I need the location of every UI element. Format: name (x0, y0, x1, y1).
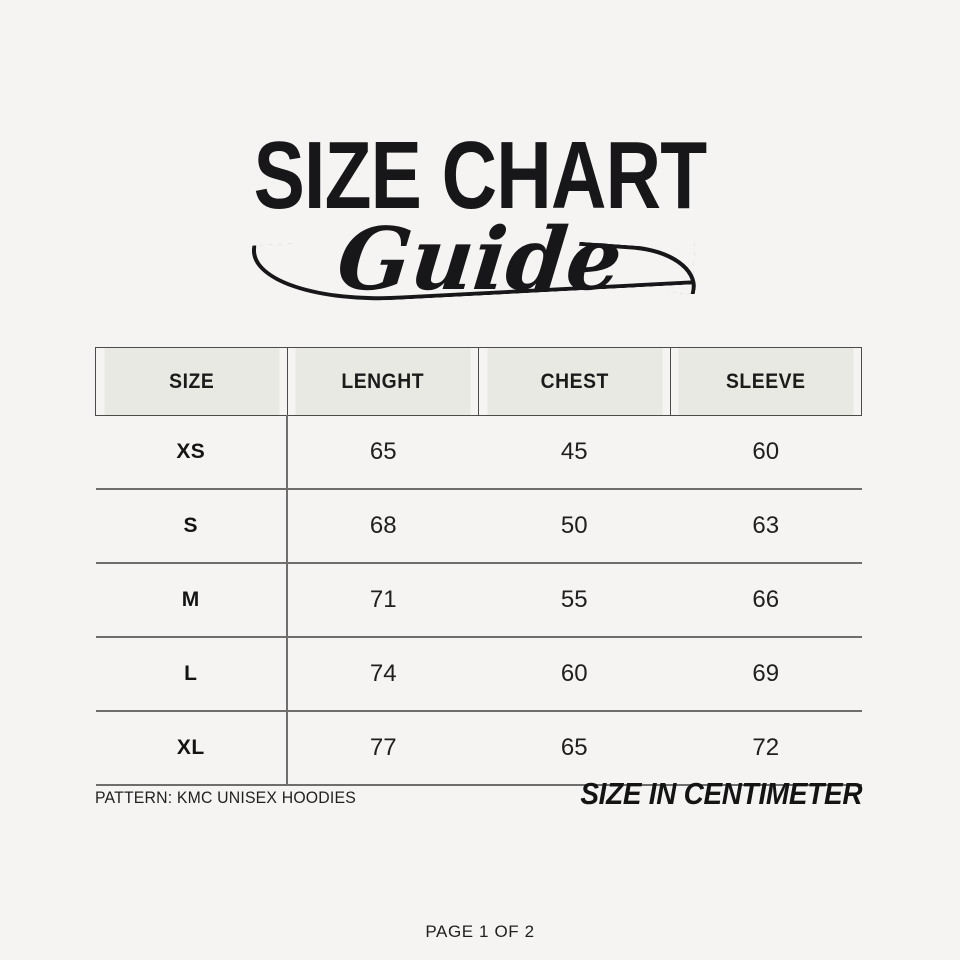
cell-chest: 45 (478, 415, 670, 490)
size-table-head: SIZE LENGHT CHEST SLEEVE (96, 347, 862, 416)
cell-length: 71 (287, 563, 479, 638)
page-title: SIZE CHART (253, 122, 708, 229)
cell-length: 74 (287, 637, 479, 712)
cell-length: 65 (287, 415, 479, 490)
table-row: XL 77 65 72 (95, 711, 862, 786)
column-header-sleeve: SLEEVE (677, 347, 855, 416)
script-swash-tail-decoration (571, 241, 703, 295)
table-row: L 74 60 69 (95, 637, 862, 712)
size-table-wrap: SIZE LENGHT CHEST SLEEVE XS 65 45 60 S 6… (95, 347, 862, 786)
cell-sleeve: 66 (670, 563, 862, 638)
size-table: SIZE LENGHT CHEST SLEEVE XS 65 45 60 S 6… (95, 347, 862, 786)
cell-size: XL (95, 711, 288, 786)
cell-chest: 65 (478, 711, 670, 786)
script-swash-decoration (249, 222, 696, 308)
column-header-size: SIZE (102, 347, 280, 416)
unit-label: SIZE IN CENTIMETER (580, 776, 862, 811)
cell-sleeve: 69 (670, 637, 862, 712)
page-number: PAGE 1 OF 2 (425, 922, 535, 941)
cell-size: XS (95, 415, 288, 490)
cell-chest: 60 (478, 637, 670, 712)
size-table-body: XS 65 45 60 S 68 50 63 M 71 55 66 (95, 415, 862, 786)
table-row: S 68 50 63 (95, 489, 862, 564)
pattern-label: PATTERN: KMC UNISEX HOODIES (95, 788, 356, 807)
cell-sleeve: 63 (670, 489, 862, 564)
cell-length: 68 (287, 489, 479, 564)
column-header-length: LENGHT (294, 347, 472, 416)
title-block: SIZE CHART Guide (0, 128, 960, 318)
cell-size: S (95, 489, 288, 564)
cell-size: M (95, 563, 288, 638)
cell-chest: 50 (478, 489, 670, 564)
table-header-row: SIZE LENGHT CHEST SLEEVE (96, 347, 862, 416)
footer-row: PATTERN: KMC UNISEX HOODIES SIZE IN CENT… (95, 776, 862, 830)
table-row: M 71 55 66 (95, 563, 862, 638)
cell-size: L (95, 637, 288, 712)
cell-chest: 55 (478, 563, 670, 638)
cell-sleeve: 60 (670, 415, 862, 490)
table-row: XS 65 45 60 (95, 415, 862, 490)
cell-sleeve: 72 (670, 711, 862, 786)
cell-length: 77 (287, 711, 479, 786)
column-header-chest: CHEST (485, 347, 663, 416)
